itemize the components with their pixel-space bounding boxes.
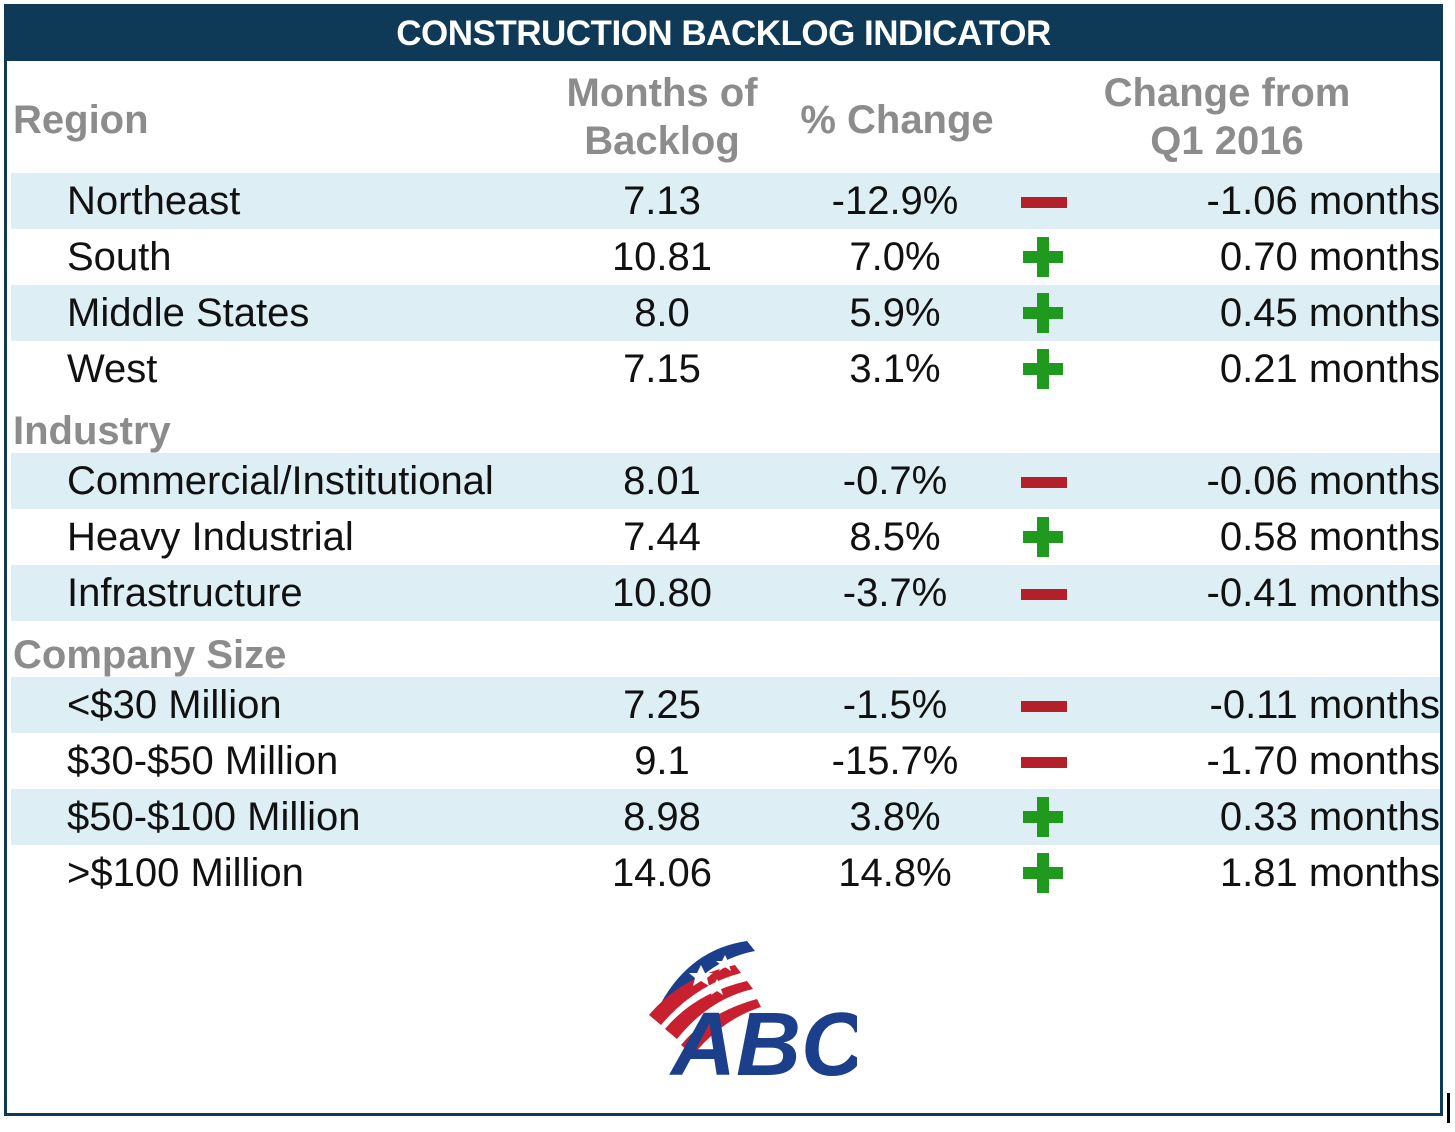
row-change-from-q1: 0.21 months xyxy=(1219,347,1440,391)
row-months-of-backlog: 14.06 xyxy=(611,851,713,895)
row-months-of-backlog: 8.0 xyxy=(634,291,690,335)
row-label: Heavy Industrial xyxy=(67,515,354,559)
row-pct-change: 14.8% xyxy=(838,851,952,895)
header-months-line2: Backlog xyxy=(584,119,740,163)
row-pct-change: -15.7% xyxy=(831,739,959,783)
row-change-from-q1: 0.33 months xyxy=(1219,795,1440,839)
header-months-of-backlog: Months of Backlog xyxy=(527,69,797,165)
section-company-size: Company Size xyxy=(13,633,287,677)
row-label: >$100 Million xyxy=(67,851,304,895)
table-row: Middle States 8.0 5.9% 0.45 months xyxy=(11,285,1440,341)
header-region: Region xyxy=(13,98,149,142)
row-change-from-q1: -0.06 months xyxy=(1206,459,1440,503)
row-pct-change: 5.9% xyxy=(849,291,941,335)
row-change-from-q1: 0.58 months xyxy=(1219,515,1440,559)
row-months-of-backlog: 9.1 xyxy=(634,739,690,783)
row-months-of-backlog: 7.15 xyxy=(623,347,701,391)
row-change-from-q1: 0.45 months xyxy=(1219,291,1440,335)
row-change-from-q1: -1.06 months xyxy=(1206,179,1440,223)
plus-icon xyxy=(1023,349,1063,389)
row-pct-change: 8.5% xyxy=(849,515,941,559)
header-pct-change: % Change xyxy=(800,98,994,142)
table-row: Infrastructure 10.80 -3.7% -0.41 months xyxy=(11,565,1440,621)
row-months-of-backlog: 8.98 xyxy=(623,795,701,839)
table-title: CONSTRUCTION BACKLOG INDICATOR xyxy=(7,7,1440,61)
row-months-of-backlog: 7.13 xyxy=(623,179,701,223)
text-cursor-mark xyxy=(1447,1093,1450,1123)
row-pct-change: -12.9% xyxy=(831,179,959,223)
header-months-line1: Months of xyxy=(566,71,758,115)
table-row: $50-$100 Million 8.98 3.8% 0.33 months xyxy=(11,789,1440,845)
header-change-from-q1: Change from Q1 2016 xyxy=(1077,69,1377,165)
row-pct-change: 3.8% xyxy=(849,795,941,839)
table-row: $30-$50 Million 9.1 -15.7% -1.70 months xyxy=(11,733,1440,789)
header-change-line1: Change from xyxy=(1103,71,1351,115)
plus-icon xyxy=(1023,797,1063,837)
row-label: Middle States xyxy=(67,291,310,335)
minus-icon xyxy=(1021,197,1067,208)
row-pct-change: -0.7% xyxy=(842,459,948,503)
row-label: $30-$50 Million xyxy=(67,739,339,783)
row-pct-change: -3.7% xyxy=(842,571,948,615)
plus-icon xyxy=(1023,293,1063,333)
minus-icon xyxy=(1021,477,1067,488)
table-row: <$30 Million 7.25 -1.5% -0.11 months xyxy=(11,677,1440,733)
minus-icon xyxy=(1021,701,1067,712)
row-label: Commercial/Institutional xyxy=(67,459,494,503)
table-row: >$100 Million 14.06 14.8% 1.81 months xyxy=(11,845,1440,901)
header-change-line2: Q1 2016 xyxy=(1150,119,1304,163)
row-label: $50-$100 Million xyxy=(67,795,361,839)
row-label: Infrastructure xyxy=(67,571,303,615)
row-months-of-backlog: 8.01 xyxy=(623,459,701,503)
plus-icon xyxy=(1023,237,1063,277)
table-row: Northeast 7.13 -12.9% -1.06 months xyxy=(11,173,1440,229)
row-label: Northeast xyxy=(67,179,241,223)
table-row: Commercial/Institutional 8.01 -0.7% -0.06 m… xyxy=(11,453,1440,509)
backlog-table: CONSTRUCTION BACKLOG INDICATOR Region Mo… xyxy=(4,4,1443,1116)
row-months-of-backlog: 10.80 xyxy=(611,571,713,615)
plus-icon xyxy=(1023,517,1063,557)
row-months-of-backlog: 10.81 xyxy=(611,235,713,279)
row-pct-change: 3.1% xyxy=(849,347,941,391)
row-label: <$30 Million xyxy=(67,683,282,727)
row-label: South xyxy=(67,235,172,279)
row-change-from-q1: 0.70 months xyxy=(1219,235,1440,279)
row-pct-change: -1.5% xyxy=(842,683,948,727)
row-change-from-q1: 1.81 months xyxy=(1219,851,1440,895)
section-industry: Industry xyxy=(13,409,171,453)
row-months-of-backlog: 7.44 xyxy=(623,515,701,559)
abc-logo-text: ABC xyxy=(669,995,857,1081)
abc-flag-logo-icon: ABC xyxy=(649,941,857,1081)
minus-icon xyxy=(1021,589,1067,600)
row-change-from-q1: -1.70 months xyxy=(1206,739,1440,783)
table-row: Heavy Industrial 7.44 8.5% 0.58 months xyxy=(11,509,1440,565)
plus-icon xyxy=(1023,853,1063,893)
table-row: South 10.81 7.0% 0.70 months xyxy=(11,229,1440,285)
minus-icon xyxy=(1021,757,1067,768)
row-months-of-backlog: 7.25 xyxy=(623,683,701,727)
row-pct-change: 7.0% xyxy=(849,235,941,279)
row-label: West xyxy=(67,347,158,391)
row-change-from-q1: -0.41 months xyxy=(1206,571,1440,615)
row-change-from-q1: -0.11 months xyxy=(1209,683,1441,727)
table-row: West 7.15 3.1% 0.21 months xyxy=(11,341,1440,397)
